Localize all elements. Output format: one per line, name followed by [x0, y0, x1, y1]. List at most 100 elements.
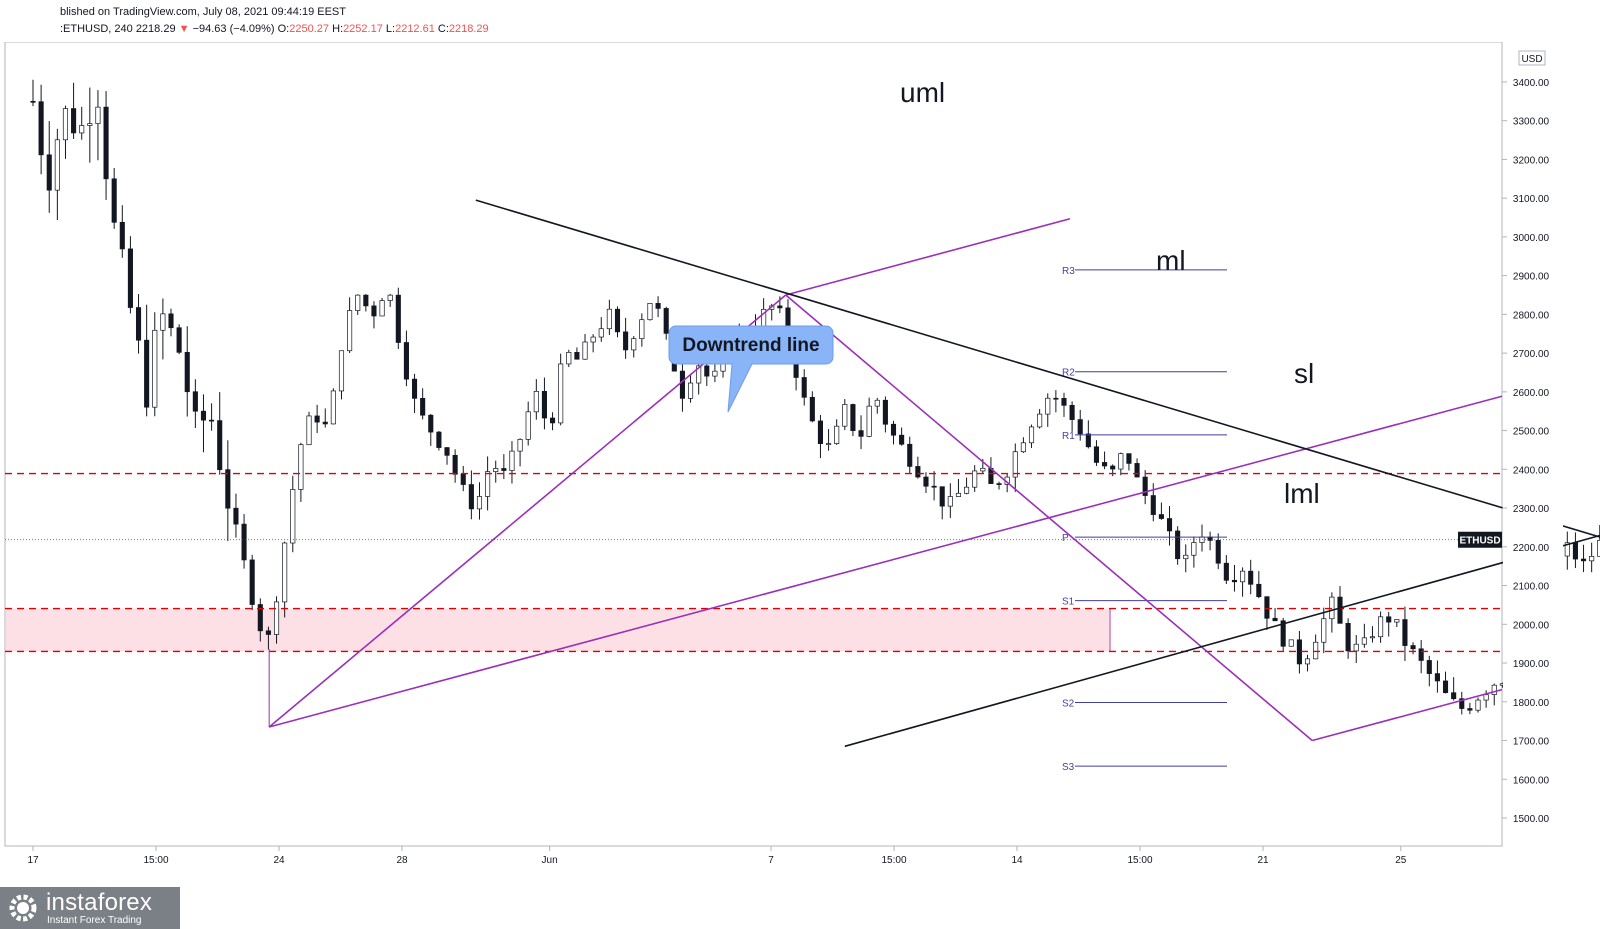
candle-body	[614, 308, 621, 333]
candle-body	[322, 421, 328, 425]
candle-body	[955, 492, 962, 497]
candle-body	[1410, 645, 1416, 650]
price-tick-label: 2200.00	[1513, 543, 1550, 554]
candle-body	[420, 397, 426, 416]
candle-body	[890, 423, 897, 436]
candle-body	[30, 100, 36, 103]
price-change: −94.63 (−4.09%)	[192, 23, 275, 35]
price-tick-label: 1600.00	[1513, 775, 1550, 786]
candle-body	[144, 339, 150, 408]
pivot-label: R2	[1062, 368, 1075, 379]
candle-body	[273, 601, 280, 635]
candle-body	[1077, 419, 1083, 435]
candle-body	[387, 294, 393, 301]
candle-body	[882, 399, 888, 425]
candle-body	[509, 450, 515, 471]
candle-body	[826, 443, 832, 445]
candle-body	[338, 350, 345, 392]
close-label: C:	[437, 23, 449, 35]
currency-label: USD	[1521, 54, 1542, 65]
candle-body	[403, 342, 409, 380]
candle-body	[1134, 463, 1140, 478]
candle-body	[62, 108, 69, 141]
candle-body	[606, 308, 612, 330]
candle-body	[712, 370, 718, 377]
candle-body	[249, 559, 255, 605]
candle-body	[850, 404, 856, 431]
pivot-label: R1	[1062, 431, 1075, 442]
price-tick-label: 3200.00	[1513, 155, 1550, 166]
candle-body	[980, 467, 986, 472]
candle-body	[1296, 639, 1302, 665]
candle-body	[1028, 426, 1035, 444]
candle-body	[71, 108, 77, 134]
candle-body	[160, 313, 166, 331]
candle-body	[1150, 495, 1156, 515]
candle-body	[972, 470, 978, 488]
candle-body	[996, 483, 1002, 485]
candle-body	[696, 365, 702, 384]
candle-body	[1240, 570, 1246, 583]
candle-body	[493, 468, 499, 472]
time-axis[interactable]: 1715:002428Jun715:001415:002125Jul515:00…	[5, 845, 1600, 872]
candle-body	[533, 391, 539, 413]
gear-logo-icon	[9, 894, 37, 922]
price-tick-label: 2500.00	[1513, 427, 1550, 438]
price-tick-label: 2600.00	[1513, 388, 1550, 399]
downtrend-callout: Downtrend line	[668, 325, 834, 413]
candle-body	[1166, 518, 1173, 532]
lml-label: lml	[1284, 478, 1320, 509]
candle-body	[931, 485, 937, 488]
candle-body	[541, 391, 547, 419]
symbol-label[interactable]: :ETHUSD, 240	[60, 23, 133, 35]
price-tick-label: 2700.00	[1513, 349, 1550, 360]
time-tick-label: 21	[1257, 855, 1269, 866]
candle-body	[290, 489, 296, 544]
candle-body	[647, 303, 653, 321]
symbol-tag-label: ETHUSD	[1459, 536, 1500, 547]
trendline-sl	[844, 534, 1600, 748]
candle-body	[38, 101, 44, 156]
candle-body	[1061, 398, 1067, 406]
candle-body	[801, 377, 807, 398]
candle-body	[135, 307, 142, 341]
candle-body	[1467, 708, 1473, 711]
price-tick-label: 2800.00	[1513, 310, 1550, 321]
candle-body	[209, 419, 215, 422]
price-axis[interactable]: 1500.00 1600.00 1700.00 1800.00 1900.00 2000.…	[1502, 42, 1563, 846]
candle-body	[1434, 673, 1440, 682]
candle-body	[314, 415, 320, 423]
candle-body	[874, 399, 880, 407]
candle-body	[225, 469, 231, 509]
candle-body	[111, 178, 117, 223]
pitchfork-uml	[785, 217, 1071, 296]
candle-body	[1572, 542, 1578, 560]
price-tick-label: 2300.00	[1513, 504, 1550, 515]
candle-body	[79, 125, 85, 134]
close-value: 2218.29	[448, 23, 489, 35]
candle-body	[436, 431, 442, 448]
candle-body	[444, 447, 450, 456]
line-labels: uml ml lml sl	[900, 77, 1320, 509]
candle-body	[915, 466, 921, 478]
price-tick-label: 3100.00	[1513, 194, 1550, 205]
candle-body	[809, 396, 815, 422]
candle-body	[119, 221, 125, 250]
candle-body	[1451, 692, 1457, 700]
candle-body	[1418, 648, 1424, 661]
uml-label: uml	[900, 77, 945, 108]
candle-body	[298, 444, 304, 490]
candle-body	[899, 434, 905, 445]
candle-body	[363, 294, 369, 307]
support-zone	[6, 608, 1111, 652]
candle-body	[834, 425, 840, 444]
candle-body	[330, 390, 336, 425]
candle-body	[907, 443, 913, 467]
currency-box	[1518, 50, 1546, 66]
candle-body	[1483, 694, 1489, 701]
candle-body	[1102, 462, 1108, 467]
candle-body	[1394, 619, 1400, 623]
candle-body	[1337, 596, 1343, 624]
candle-body	[233, 507, 239, 525]
